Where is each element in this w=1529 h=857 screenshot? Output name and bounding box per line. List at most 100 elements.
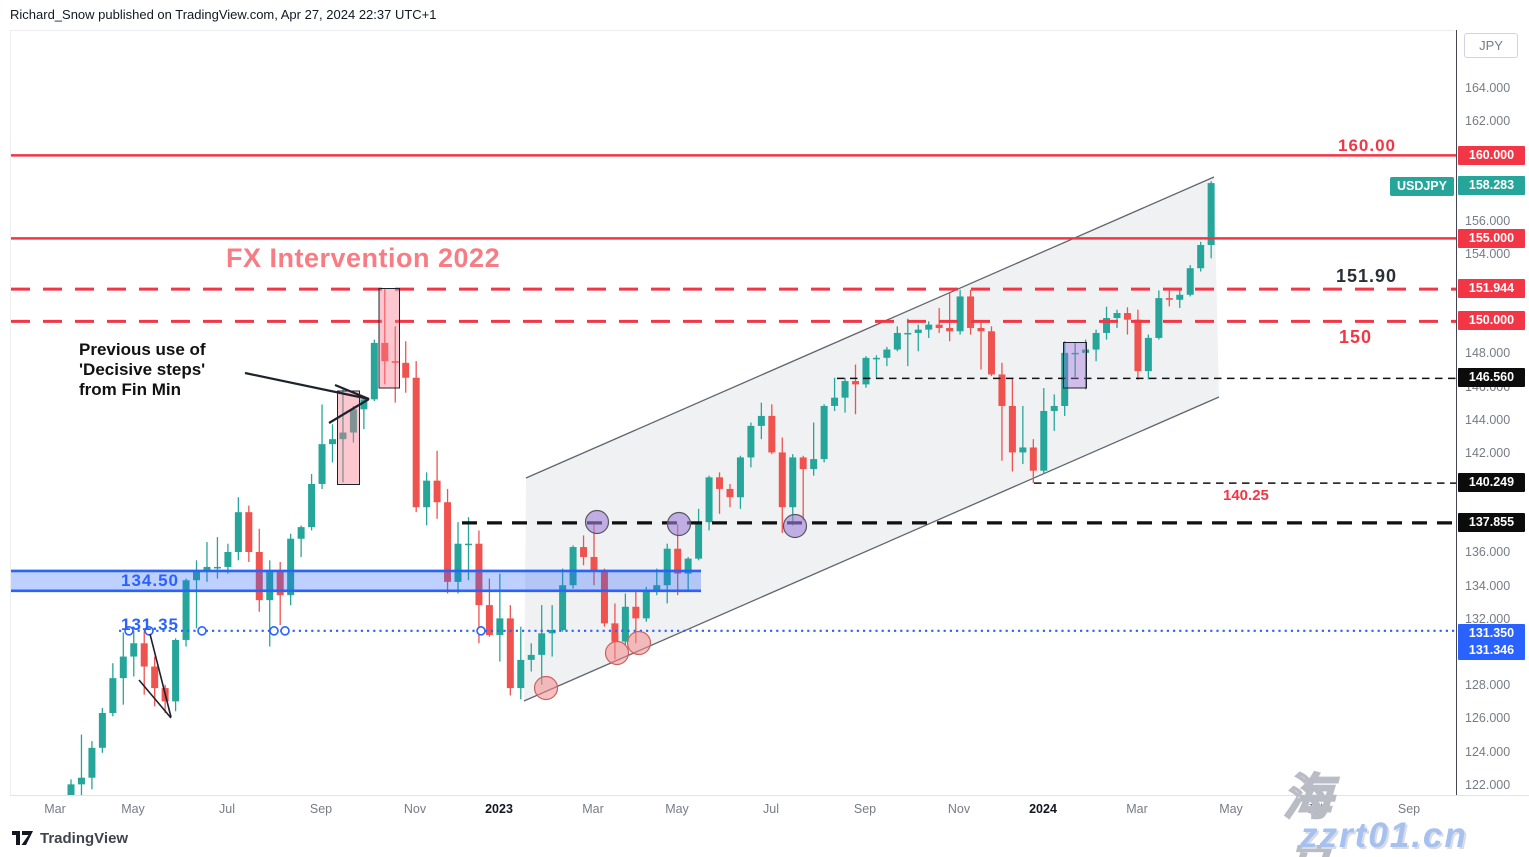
time-axis-label: May <box>121 802 145 816</box>
footer-bar: TradingView <box>0 825 1529 857</box>
support-zone-134-50[interactable] <box>11 570 701 591</box>
candle-body <box>590 556 598 571</box>
candle-body <box>663 548 671 586</box>
tradingview-logo-icon <box>12 831 33 845</box>
line-anchor-point[interactable] <box>280 626 290 636</box>
candle-body <box>140 643 148 667</box>
time-axis-label: May <box>665 802 689 816</box>
candle-body <box>234 512 242 553</box>
candle-body <box>810 459 818 470</box>
candle-body <box>464 543 472 546</box>
chart-plot[interactable]: FX Intervention 2022 Previous use of 'Dec… <box>10 30 1456 796</box>
candle-body <box>778 452 786 508</box>
candle-body <box>109 678 117 713</box>
candlestick-canvas[interactable] <box>11 31 1456 796</box>
candle-body <box>203 566 211 571</box>
candle-body <box>391 361 399 363</box>
candle-body <box>349 409 357 433</box>
pink-circle-marker[interactable] <box>626 630 652 656</box>
candle-body <box>130 643 138 657</box>
time-axis-label: Jul <box>1307 802 1323 816</box>
candle-body <box>600 570 608 624</box>
price-label-badge: 155.000 <box>1458 229 1525 248</box>
candle-body <box>1197 244 1205 269</box>
candle-body <box>653 585 661 591</box>
candle-body <box>559 585 567 631</box>
candle-body <box>893 332 901 350</box>
candle-body <box>433 480 441 503</box>
symbol-price-badge: USDJPY <box>1389 177 1454 196</box>
candle-body <box>841 381 849 398</box>
candle-body <box>1155 298 1163 338</box>
candle-body <box>119 656 127 679</box>
price-label-badge: 158.283 <box>1458 176 1525 195</box>
candle-body <box>1134 319 1142 372</box>
highlight-box[interactable] <box>337 390 360 485</box>
candle-body <box>67 784 75 796</box>
highlight-box[interactable] <box>1063 342 1087 389</box>
candle-body <box>297 527 305 539</box>
candle-body <box>151 666 159 689</box>
candle-body <box>360 399 368 410</box>
publish-header: Richard_Snow published on TradingView.co… <box>0 0 1529 29</box>
purple-circle-marker[interactable] <box>666 511 692 537</box>
time-axis-label: 2024 <box>1029 802 1057 816</box>
candle-body <box>883 349 891 358</box>
candle-body <box>485 605 493 635</box>
candle-body <box>935 324 943 328</box>
candle-body <box>329 439 336 445</box>
price-label-badge: 131.350 <box>1458 624 1525 643</box>
currency-selector[interactable]: JPY <box>1464 33 1518 58</box>
candle-body <box>381 342 389 362</box>
candle-body <box>1186 268 1194 295</box>
candle-body <box>747 425 755 458</box>
wedge-trendline[interactable] <box>149 633 172 718</box>
time-axis-label: May <box>1219 802 1243 816</box>
candle-body <box>255 552 263 601</box>
time-axis-label: 2023 <box>485 802 513 816</box>
candle-body <box>276 570 284 596</box>
candle-body <box>904 332 912 335</box>
pink-circle-marker[interactable] <box>533 675 559 701</box>
candle-body <box>799 457 807 470</box>
price-label-badge: 146.560 <box>1458 368 1525 387</box>
candle-body <box>726 488 734 498</box>
candle-body <box>914 329 922 333</box>
candle-body <box>318 444 326 484</box>
line-anchor-point[interactable] <box>124 626 134 636</box>
publish-line: Richard_Snow published on TradingView.co… <box>10 7 437 22</box>
line-anchor-point[interactable] <box>197 626 207 636</box>
trend-channel-line[interactable] <box>525 176 1215 479</box>
price-label-badge: 137.855 <box>1458 513 1525 532</box>
price-label-badge: 131.346 <box>1458 641 1525 660</box>
candle-body <box>308 483 316 528</box>
time-axis-label: Nov <box>403 802 427 816</box>
line-anchor-point[interactable] <box>476 626 486 636</box>
line-anchor-point[interactable] <box>144 626 154 636</box>
price-tick: 162.000 <box>1465 114 1511 128</box>
candle-body <box>517 659 525 689</box>
candle-body <box>506 618 514 689</box>
highlight-box[interactable] <box>378 288 400 389</box>
price-label-badge: 151.944 <box>1458 279 1525 298</box>
tradingview-logo-text: TradingView <box>40 830 129 847</box>
candle-body <box>213 566 221 569</box>
candle-body <box>757 415 765 426</box>
line-anchor-point[interactable] <box>269 626 279 636</box>
purple-circle-marker[interactable] <box>782 513 808 539</box>
tradingview-logo[interactable]: TradingView <box>12 830 128 847</box>
pink-circle-marker[interactable] <box>604 640 630 666</box>
candle-body <box>1071 352 1079 355</box>
time-axis-label: Mar <box>582 802 604 816</box>
price-axis[interactable]: JPY 164.000 162.000 156.000 154.000 148.000 1… <box>1456 30 1529 825</box>
wedge-trendline[interactable] <box>138 679 172 719</box>
currency-label: JPY <box>1479 38 1503 53</box>
annotation-arrow-shaft[interactable] <box>244 371 370 401</box>
time-axis-label: Mar <box>1126 802 1148 816</box>
time-axis[interactable]: Mar May Jul Sep Nov 2023 Mar May Jul Sep Nov 2024 Ma… <box>10 795 1529 825</box>
candle-body <box>1040 410 1048 471</box>
time-axis-label: Mar <box>44 802 66 816</box>
purple-circle-marker[interactable] <box>584 509 610 535</box>
candle-body <box>444 502 452 582</box>
price-tick: 148.000 <box>1465 346 1511 360</box>
